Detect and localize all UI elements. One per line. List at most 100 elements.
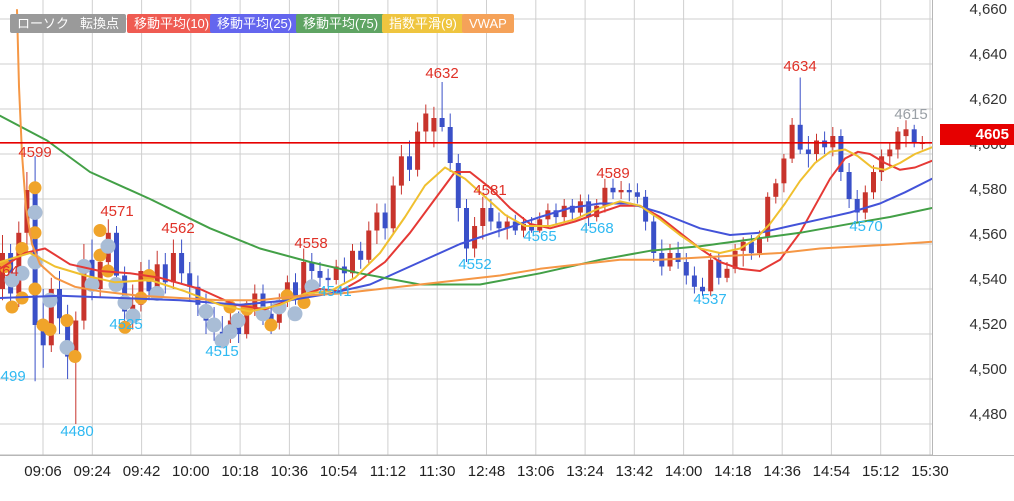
candle-body <box>683 262 689 276</box>
turning-point-marker <box>118 320 132 334</box>
candle-body <box>561 205 567 218</box>
candle-body <box>57 289 62 319</box>
candle-body <box>179 253 185 274</box>
y-tick-label: 4,540 <box>969 271 1007 288</box>
price-annotation: 4480 <box>60 423 94 440</box>
price-annotation: 4499 <box>0 368 26 385</box>
candle-body <box>773 183 779 197</box>
candle-body <box>846 172 852 199</box>
candle-body <box>521 223 526 231</box>
candle-body <box>716 259 722 278</box>
candle-body <box>700 286 705 292</box>
price-chart-plot[interactable]: 4599 4571 4562 4558 4632 4581 4589 4634 4564 4615… <box>0 0 932 455</box>
candle-body <box>691 275 697 287</box>
price-annotation: 4562 <box>161 220 195 237</box>
x-tick-label: 14:18 <box>714 463 752 480</box>
legend-toggle-ma25[interactable]: 移動平均(25) <box>210 14 300 33</box>
y-axis: 4,6604,6404,6204,6004,5804,5604,5404,520… <box>932 0 1014 455</box>
candle-body <box>757 237 762 254</box>
turning-point-marker <box>59 340 75 355</box>
candle-body <box>439 118 445 127</box>
candle-body <box>333 266 339 280</box>
x-tick-label: 11:30 <box>419 463 456 480</box>
legend-toggle-candlestick[interactable]: ローソク <box>10 14 77 33</box>
candle-body <box>602 187 608 206</box>
candle-body <box>480 208 486 226</box>
candle-body <box>732 250 738 269</box>
x-tick-label: 13:24 <box>566 463 604 480</box>
candle-body <box>138 271 144 305</box>
price-annotation: 4558 <box>294 235 328 252</box>
candle-body <box>350 250 355 274</box>
turning-point-marker <box>28 282 42 296</box>
price-annotation: 4565 <box>523 228 557 245</box>
candle-body <box>40 325 46 346</box>
legend-toggle-ma75[interactable]: 移動平均(75) <box>296 14 386 33</box>
x-tick-label: 09:24 <box>73 463 112 480</box>
price-annotation: 4634 <box>783 58 817 75</box>
legend-toggle-ma10[interactable]: 移動平均(10) <box>127 14 217 33</box>
candle-body <box>496 221 502 229</box>
candle-body <box>569 205 575 213</box>
legend-toggle-ema9[interactable]: 指数平滑(9) <box>382 14 464 33</box>
candle-body <box>879 156 885 173</box>
turning-point-marker <box>100 238 116 254</box>
overlay-line-vwap <box>16 9 932 302</box>
candle-body <box>537 219 543 231</box>
candle-body <box>252 293 258 310</box>
candle-body <box>797 124 803 150</box>
candle-body <box>170 253 176 283</box>
candle-body <box>398 156 404 186</box>
candle-body <box>81 259 87 321</box>
candle-body <box>814 140 819 154</box>
y-tick-label: 4,640 <box>969 46 1007 63</box>
candle-body <box>822 140 828 148</box>
candle-body <box>358 250 364 260</box>
turning-point-marker <box>14 265 30 281</box>
x-tick-label: 14:36 <box>763 463 801 480</box>
turning-point-marker <box>28 226 42 240</box>
y-tick-label: 4,580 <box>969 181 1007 198</box>
legend-toggle-vwap[interactable]: VWAP <box>462 14 514 33</box>
candle-body <box>390 185 396 229</box>
x-tick-label: 14:54 <box>812 463 851 480</box>
candle-body <box>618 190 624 193</box>
turning-point-marker <box>68 350 82 363</box>
candle-body <box>838 136 844 172</box>
x-tick-label: 11:12 <box>369 463 407 480</box>
candle-body <box>16 232 22 294</box>
price-annotation: 4515 <box>205 343 239 360</box>
x-tick-label: 10:00 <box>172 463 210 480</box>
overlay-line-ema9 <box>0 146 932 313</box>
candle-body <box>366 230 372 260</box>
candle-body <box>293 282 298 296</box>
candle-body <box>805 149 811 154</box>
x-tick-label: 09:06 <box>24 463 62 480</box>
turning-point-marker <box>60 314 74 327</box>
turning-point-marker <box>198 304 214 319</box>
candle-body <box>553 210 559 218</box>
legend-toggle-turning-point[interactable]: 転換点 <box>73 14 127 33</box>
candle-body <box>415 131 421 170</box>
turning-point-marker <box>15 242 29 255</box>
price-annotation: 4564 <box>0 263 19 280</box>
candle-body <box>748 241 754 254</box>
candle-body <box>830 136 836 148</box>
y-tick-label: 4,560 <box>969 226 1007 243</box>
price-annotation: 4571 <box>100 203 134 220</box>
candlestick-chart[interactable] <box>0 0 932 455</box>
price-annotation: 4615 <box>894 106 928 123</box>
candle-body <box>162 264 168 283</box>
candle-body <box>244 309 250 335</box>
candle-body <box>895 131 901 150</box>
candle-body <box>455 163 461 208</box>
y-tick-label: 4,520 <box>969 316 1007 333</box>
turning-point-marker <box>222 324 238 340</box>
candle-body <box>325 277 331 281</box>
y-tick-label: 4,500 <box>969 361 1007 378</box>
candle-body <box>407 156 412 170</box>
turning-point-marker <box>93 224 107 237</box>
price-annotation: 4570 <box>849 218 883 235</box>
turning-point-marker <box>108 277 124 292</box>
candle-body <box>89 259 95 290</box>
